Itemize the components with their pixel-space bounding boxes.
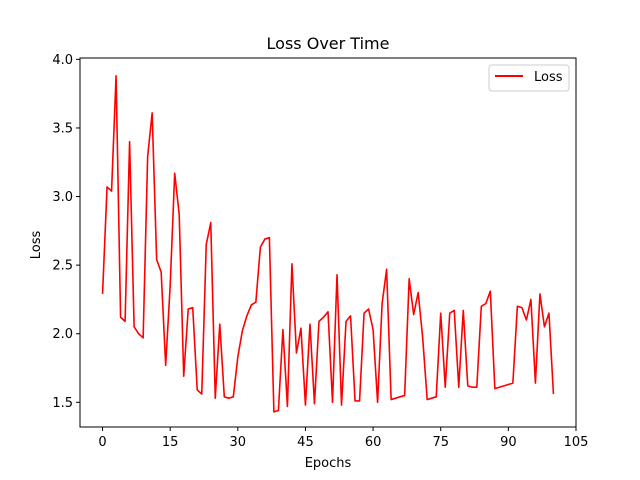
x-tick-label: 105 bbox=[564, 435, 589, 450]
x-tick-label: 15 bbox=[162, 435, 179, 450]
legend-box bbox=[488, 64, 570, 92]
x-tick-label: 90 bbox=[500, 435, 517, 450]
y-tick-label: 2.5 bbox=[52, 259, 73, 274]
series-layer bbox=[101, 75, 555, 413]
x-tick-label: 0 bbox=[98, 435, 106, 450]
x-tick-label: 75 bbox=[432, 435, 449, 450]
series-line-loss bbox=[101, 75, 555, 413]
x-axis-title: Epochs bbox=[305, 456, 352, 471]
legend: Loss bbox=[488, 64, 570, 92]
y-axis: 1.5 2.0 2.5 3.0 3.5 4.0 bbox=[52, 53, 80, 411]
chart-title: Loss Over Time bbox=[267, 34, 390, 53]
plot-frame bbox=[79, 57, 577, 428]
x-tick-label: 60 bbox=[365, 435, 382, 450]
y-tick-label: 4.0 bbox=[52, 53, 73, 68]
y-axis-title: Loss bbox=[29, 231, 44, 260]
y-tick-label: 2.0 bbox=[52, 327, 73, 342]
y-tick-label: 3.0 bbox=[52, 190, 73, 205]
y-tick-label: 1.5 bbox=[52, 396, 73, 411]
x-tick-label: 30 bbox=[230, 435, 247, 450]
x-tick-label: 45 bbox=[297, 435, 314, 450]
y-tick-label: 3.5 bbox=[52, 121, 73, 136]
legend-label-loss: Loss bbox=[534, 70, 563, 85]
x-axis: 0 15 30 45 60 75 90 105 bbox=[98, 427, 588, 450]
